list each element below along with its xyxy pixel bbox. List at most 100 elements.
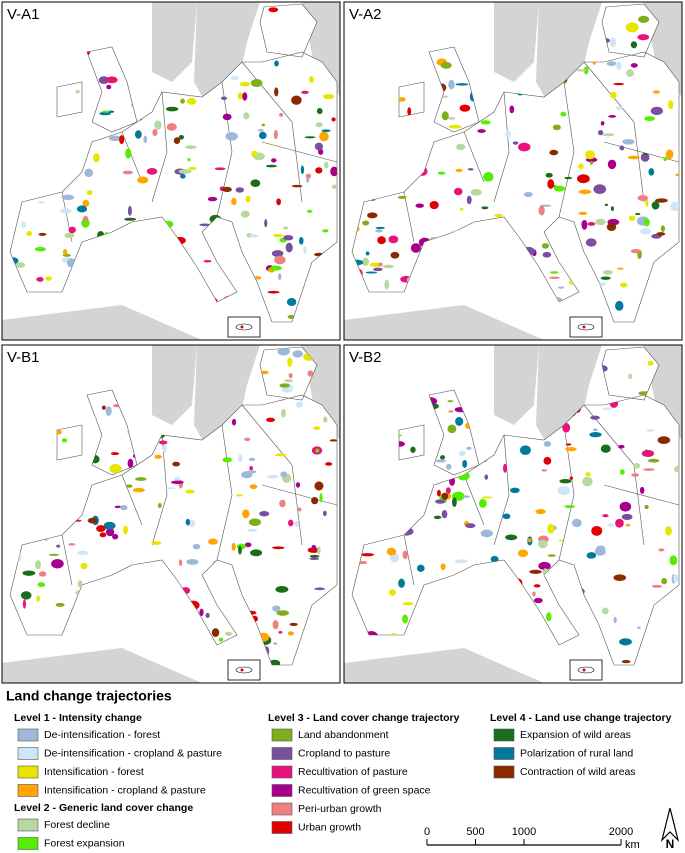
- patch: [578, 211, 588, 215]
- patch: [235, 494, 244, 497]
- legend-label: Intensification - cropland & pasture: [44, 784, 206, 796]
- patch: [119, 135, 125, 145]
- patch: [589, 432, 602, 438]
- patch: [535, 508, 546, 515]
- legend-swatch: [17, 765, 39, 779]
- patch: [600, 444, 611, 453]
- patch: [549, 271, 559, 274]
- patch: [481, 496, 493, 499]
- patch: [462, 459, 468, 468]
- patch: [35, 560, 41, 570]
- patch: [640, 228, 652, 235]
- panel-frame: [343, 344, 683, 684]
- patch: [288, 519, 294, 527]
- patch: [440, 455, 446, 460]
- patch: [641, 450, 655, 457]
- patch: [547, 523, 555, 534]
- patch: [123, 525, 128, 535]
- patch: [314, 142, 324, 151]
- patch: [459, 207, 464, 211]
- patch: [250, 79, 263, 87]
- patch: [553, 185, 566, 192]
- legend-swatch: [271, 802, 293, 816]
- patch: [180, 98, 185, 104]
- patch: [246, 470, 257, 474]
- patch: [548, 276, 560, 280]
- patch: [576, 69, 587, 72]
- patch: [557, 485, 570, 496]
- patch: [315, 167, 323, 174]
- map-panel: V-B2: [343, 344, 683, 684]
- north-label: N: [666, 837, 675, 851]
- patch: [651, 584, 663, 588]
- legend-label: Forest decline: [44, 819, 110, 831]
- patch: [591, 525, 603, 536]
- patch: [512, 141, 519, 145]
- patch: [239, 81, 251, 87]
- patch: [82, 199, 90, 207]
- patch: [287, 314, 295, 319]
- patch: [589, 160, 594, 165]
- patch: [441, 510, 448, 519]
- patch: [250, 549, 263, 557]
- patch: [648, 168, 655, 176]
- patch: [272, 233, 284, 238]
- patch: [77, 580, 83, 588]
- patch: [134, 130, 142, 139]
- patch: [321, 129, 331, 133]
- patch: [638, 15, 650, 23]
- scale-unit: km: [625, 839, 640, 851]
- patch: [519, 445, 531, 455]
- patch: [187, 158, 191, 162]
- patch: [407, 107, 412, 116]
- patch: [602, 269, 613, 275]
- basemap: [344, 2, 682, 340]
- patch: [294, 521, 300, 528]
- patch: [250, 179, 261, 188]
- patch: [440, 62, 452, 69]
- patch: [276, 198, 281, 206]
- patch: [152, 129, 158, 136]
- patch: [417, 564, 425, 572]
- patch: [386, 547, 397, 556]
- patch: [619, 638, 632, 646]
- patch: [269, 265, 282, 271]
- patch: [205, 612, 210, 619]
- legend-label: De-intensification - cropland & pasture: [44, 747, 222, 759]
- patch: [480, 120, 491, 125]
- patch: [154, 454, 162, 459]
- patch: [602, 407, 613, 411]
- patch: [279, 499, 286, 508]
- patch: [244, 542, 252, 548]
- patch: [362, 220, 370, 226]
- patch: [616, 61, 622, 71]
- patch: [60, 208, 72, 214]
- patch: [402, 550, 408, 560]
- patch: [267, 474, 279, 479]
- patch: [619, 145, 625, 151]
- patch: [410, 243, 422, 253]
- patch: [631, 473, 640, 477]
- patch: [365, 251, 370, 256]
- patch: [397, 97, 406, 102]
- patch: [585, 150, 596, 160]
- patch: [564, 176, 573, 180]
- patch: [99, 111, 111, 116]
- patch: [315, 448, 320, 453]
- patch: [402, 602, 414, 606]
- patch: [465, 523, 476, 529]
- patch: [586, 552, 597, 559]
- patch: [655, 198, 668, 203]
- patch: [637, 194, 648, 202]
- patch: [289, 622, 298, 627]
- patch: [502, 513, 511, 520]
- patch: [490, 555, 499, 563]
- patch: [311, 496, 319, 505]
- panel-frame: [1, 344, 341, 684]
- patch: [410, 446, 416, 453]
- patch: [470, 188, 482, 196]
- patch: [61, 438, 68, 443]
- patch: [114, 505, 122, 509]
- basemap: [344, 345, 682, 683]
- patch: [625, 523, 631, 527]
